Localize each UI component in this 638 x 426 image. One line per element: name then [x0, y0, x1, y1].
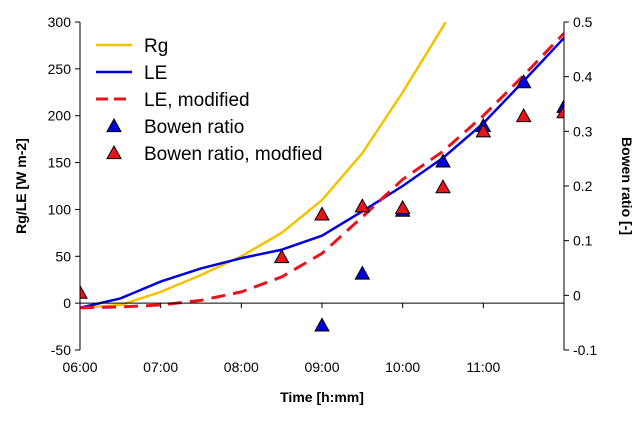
right-y-axis-title: Bowen ratio [-] [619, 137, 635, 235]
left-y-tick-label: 150 [48, 155, 72, 171]
point-bowen-ratio [314, 317, 330, 332]
left-y-tick-label: 0 [63, 295, 71, 311]
point-bowen-ratio-modfied [314, 206, 330, 221]
x-tick-label: 06:00 [62, 359, 97, 375]
x-tick-label: 11:00 [466, 359, 500, 375]
series-layer [80, 22, 564, 332]
left-y-tick-label: -50 [51, 342, 71, 358]
point-bowen-ratio [354, 265, 371, 280]
legend-label-bowen-ratio: Bowen ratio [144, 117, 244, 138]
legend-label-rg: Rg [144, 36, 168, 57]
right-y-tick-label: 0.4 [573, 69, 593, 85]
x-tick-label: 10:00 [385, 359, 420, 375]
legend-label-le: LE [144, 63, 167, 84]
point-bowen-ratio [435, 153, 451, 168]
left-y-tick-label: 250 [48, 61, 72, 77]
point-bowen-ratio-modfied [556, 104, 564, 119]
legend-swatch-bowen-ratio-modfied [106, 144, 122, 160]
series-line-rg [80, 22, 447, 310]
legend: Rg LE LE, modified Bowen ratio Bowen ratio, … [96, 36, 323, 165]
right-y-tick-label: 0.5 [573, 14, 593, 30]
legend-swatch-bowen-ratio [106, 117, 122, 133]
legend-label-bowen-ratio-modfied: Bowen ratio, modfied [144, 144, 323, 165]
right-y-tick-label: 0.3 [573, 123, 593, 139]
point-bowen-ratio-modfied [475, 123, 492, 138]
x-tick-label: 07:00 [143, 359, 178, 375]
x-axis-title: Time [h:mm] [280, 389, 364, 405]
point-bowen-ratio [515, 74, 532, 89]
legend-label-le-modified: LE, modified [144, 90, 250, 111]
right-y-tick-label: 0.2 [573, 178, 593, 194]
point-bowen-ratio-modfied [435, 179, 451, 194]
axes-layer: -50 0 50 100 150 200 250 300 -0.1 0 0.1 0.2 0.3 0.4 0.… [48, 14, 598, 375]
left-y-tick-label: 50 [55, 248, 71, 264]
right-y-tick-label: 0.1 [573, 233, 593, 249]
x-tick-label: 08:00 [224, 359, 259, 375]
point-bowen-ratio-modfied [394, 199, 411, 214]
point-bowen-ratio-modfied [354, 198, 371, 213]
right-y-tick-label: 0 [573, 287, 581, 303]
x-tick-label: 09:00 [304, 359, 339, 375]
left-y-tick-label: 300 [48, 14, 72, 30]
left-y-tick-label: 100 [48, 201, 72, 217]
point-bowen-ratio-modfied [80, 284, 88, 299]
right-y-tick-label: -0.1 [573, 342, 597, 358]
left-y-tick-label: 200 [48, 108, 72, 124]
left-y-axis-title: Rg/LE [W m-2] [13, 138, 29, 234]
point-bowen-ratio-modfied [515, 107, 532, 123]
point-bowen-ratio-modfied [273, 249, 290, 264]
series-line-le-modified [80, 32, 564, 310]
